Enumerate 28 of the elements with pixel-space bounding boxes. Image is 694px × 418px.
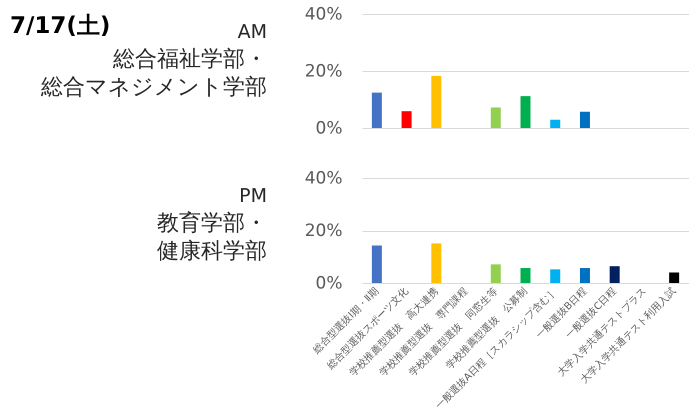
y-tick-label: 0% (316, 274, 342, 294)
bar (372, 245, 382, 283)
bar (669, 272, 680, 283)
y-tick-label: 0% (316, 118, 342, 138)
bar (402, 111, 412, 128)
bar (610, 266, 620, 283)
bar (490, 107, 501, 128)
bar (580, 268, 590, 283)
bar (520, 268, 530, 283)
bar (431, 76, 442, 128)
bar (520, 96, 530, 128)
text: 7/17(土) (10, 13, 110, 39)
bar (431, 243, 442, 283)
chart-subtitle: PM (239, 185, 267, 207)
bar (490, 264, 501, 283)
text: 健康科学部 (157, 239, 267, 264)
bar (550, 120, 560, 128)
text: 教育学部・ (157, 210, 267, 236)
bar (372, 92, 382, 128)
y-tick-label: 40% (304, 168, 342, 188)
y-tick-label: 20% (304, 221, 342, 241)
y-tick-label: 40% (304, 4, 342, 24)
text: 総合福祉学部・ (112, 47, 267, 72)
text: 総合マネジメント学部 (40, 75, 267, 100)
y-tick-label: 20% (304, 62, 342, 82)
bar (550, 269, 560, 283)
bar (580, 112, 590, 128)
chart-subtitle: AM (238, 21, 267, 43)
